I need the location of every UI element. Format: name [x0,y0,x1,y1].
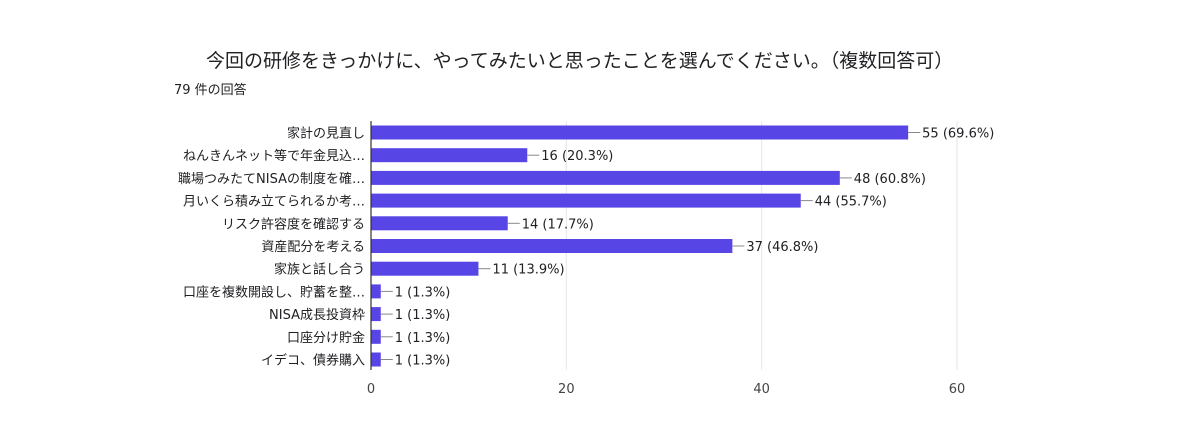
category-label: 口座分け貯金 [287,330,365,346]
bar [371,170,840,185]
category-label: 家計の見直し [287,126,365,142]
category-label: ねんきんネット等で年金見込… [183,148,365,164]
data-label: 1 (1.3%) [395,308,451,323]
x-tick-label: 40 [753,382,770,397]
bar [371,193,801,208]
bar [371,352,381,367]
bar [371,239,733,253]
data-label: 48 (60.8%) [854,172,926,187]
bar [371,329,381,344]
chart-title: 今回の研修をきっかけに、やってみたいと思ったことを選んでください。（複数回答可） [206,50,954,72]
data-label: 44 (55.7%) [815,195,887,210]
bar [371,125,909,140]
data-label: 16 (20.3%) [541,149,613,164]
data-label: 37 (46.8%) [746,240,818,255]
bar [371,284,381,299]
bar [371,261,479,276]
category-label: イデコ、債券購入 [261,353,365,369]
bar [371,307,381,322]
data-label: 55 (69.6%) [922,127,994,142]
bar [371,216,508,231]
x-tick-label: 60 [949,382,966,397]
category-label: 家族と話し合う [274,262,365,278]
response-count: 79 件の回答 [174,83,247,98]
category-label: リスク許容度を確認する [222,216,365,232]
bar [371,148,528,163]
category-label: NISA成長投資枠 [269,307,365,323]
data-label: 1 (1.3%) [395,331,451,346]
data-label: 1 (1.3%) [395,354,451,369]
data-label: 1 (1.3%) [395,285,451,300]
category-label: 月いくら積み立てられるか考… [183,195,365,210]
category-label: 職場つみたてNISAの制度を確… [178,171,365,187]
category-label: 資産配分を考える [261,239,365,255]
data-label: 11 (13.9%) [492,263,564,278]
x-tick-label: 0 [367,382,375,397]
category-label: 口座を複数開設し、貯蓄を整… [183,284,365,300]
data-label: 14 (17.7%) [522,217,594,232]
x-tick-label: 20 [558,382,575,397]
